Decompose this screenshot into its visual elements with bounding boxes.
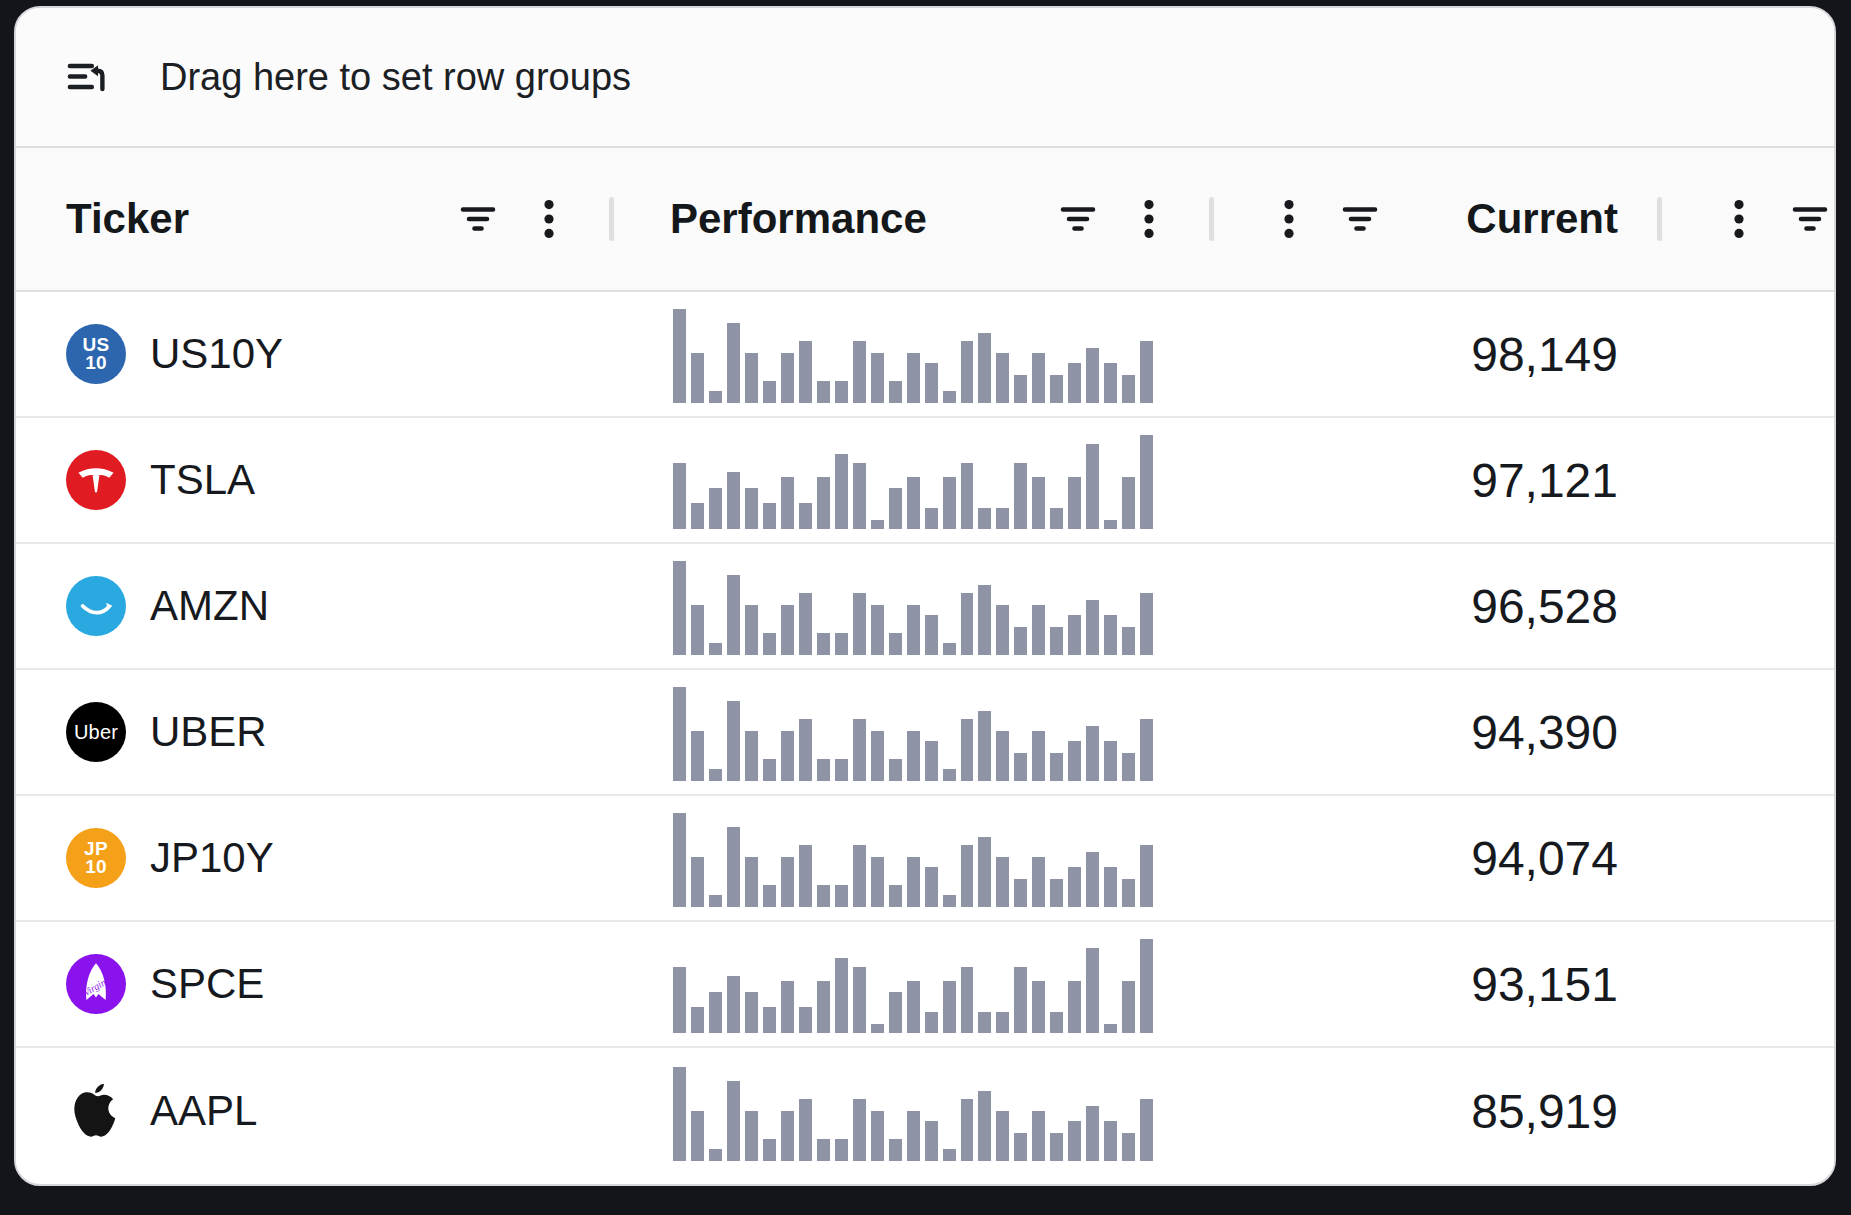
column-resize-handle[interactable] — [609, 197, 614, 241]
sparkline-chart — [673, 1067, 1153, 1161]
table-row[interactable]: AAPL 85,919 — [16, 1048, 1834, 1174]
virgin-galactic-icon: Virgin — [66, 954, 126, 1014]
apple-icon — [66, 1081, 126, 1141]
performance-column-label[interactable]: Performance — [670, 195, 927, 243]
amazon-icon — [66, 576, 126, 636]
sparkline-chart — [673, 687, 1153, 781]
row-group-hint-label: Drag here to set row groups — [160, 56, 631, 99]
column-header-current: Current — [1214, 148, 1662, 290]
filter-icon[interactable] — [1342, 206, 1378, 232]
current-value: 85,919 — [1214, 1084, 1662, 1139]
data-grid: Drag here to set row groups Ticker Perfo… — [14, 6, 1836, 1186]
column-menu-icon[interactable] — [1284, 200, 1294, 238]
current-value: 94,074 — [1214, 831, 1662, 886]
table-row[interactable]: Uber UBER 94,390 — [16, 670, 1834, 796]
ticker-label: US10Y — [150, 330, 283, 378]
current-value: 94,390 — [1214, 705, 1662, 760]
current-value: 97,121 — [1214, 453, 1662, 508]
column-menu-icon[interactable] — [1144, 200, 1154, 238]
sparkline-chart — [673, 309, 1153, 403]
ticker-cell[interactable]: Virgin SPCE — [16, 954, 614, 1014]
ticker-cell[interactable]: JP10 JP10Y — [16, 828, 614, 888]
performance-cell[interactable] — [614, 796, 1214, 920]
jp10-icon: JP10 — [66, 828, 126, 888]
sparkline-chart — [673, 939, 1153, 1033]
ticker-column-label[interactable]: Ticker — [66, 195, 189, 243]
ticker-label: JP10Y — [150, 834, 274, 882]
column-menu-icon[interactable] — [544, 200, 554, 238]
performance-cell[interactable] — [614, 922, 1214, 1046]
ticker-cell[interactable]: AMZN — [16, 576, 614, 636]
table-row[interactable]: TSLA 97,121 — [16, 418, 1834, 544]
ticker-cell[interactable]: AAPL — [16, 1081, 614, 1141]
column-resize-handle[interactable] — [1657, 197, 1662, 241]
performance-cell[interactable] — [614, 670, 1214, 794]
column-header-extra — [1662, 148, 1834, 290]
sparkline-chart — [673, 435, 1153, 529]
column-header-ticker: Ticker — [16, 148, 614, 290]
uber-icon: Uber — [66, 702, 126, 762]
current-value: 98,149 — [1214, 327, 1662, 382]
column-header-performance: Performance — [614, 148, 1214, 290]
performance-cell[interactable] — [614, 418, 1214, 542]
column-header-row: Ticker Performance Current — [16, 148, 1834, 292]
table-row[interactable]: US10 US10Y 98,149 — [16, 292, 1834, 418]
table-row[interactable]: JP10 JP10Y 94,074 — [16, 796, 1834, 922]
current-value: 96,528 — [1214, 579, 1662, 634]
ticker-label: SPCE — [150, 960, 264, 1008]
ticker-cell[interactable]: Uber UBER — [16, 702, 614, 762]
column-resize-handle[interactable] — [1209, 197, 1214, 241]
sparkline-chart — [673, 813, 1153, 907]
table-row[interactable]: AMZN 96,528 — [16, 544, 1834, 670]
us10-icon: US10 — [66, 324, 126, 384]
sparkline-chart — [673, 561, 1153, 655]
current-value: 93,151 — [1214, 957, 1662, 1012]
current-column-label[interactable]: Current — [1466, 195, 1618, 243]
row-group-drop-panel[interactable]: Drag here to set row groups — [16, 8, 1834, 148]
ticker-label: AAPL — [150, 1087, 257, 1135]
filter-icon[interactable] — [1792, 206, 1828, 232]
ticker-label: TSLA — [150, 456, 255, 504]
tesla-icon — [66, 450, 126, 510]
table-row[interactable]: Virgin SPCE 93,151 — [16, 922, 1834, 1048]
performance-cell[interactable] — [614, 1048, 1214, 1174]
performance-cell[interactable] — [614, 292, 1214, 416]
performance-cell[interactable] — [614, 544, 1214, 668]
filter-icon[interactable] — [1060, 206, 1096, 232]
row-groups-icon — [67, 62, 111, 93]
ticker-label: AMZN — [150, 582, 269, 630]
column-menu-icon[interactable] — [1734, 200, 1744, 238]
grid-body: US10 US10Y 98,149 TSLA 97,121 AMZN 96,52… — [16, 292, 1834, 1174]
ticker-label: UBER — [150, 708, 267, 756]
ticker-cell[interactable]: TSLA — [16, 450, 614, 510]
ticker-cell[interactable]: US10 US10Y — [16, 324, 614, 384]
filter-icon[interactable] — [460, 206, 496, 232]
